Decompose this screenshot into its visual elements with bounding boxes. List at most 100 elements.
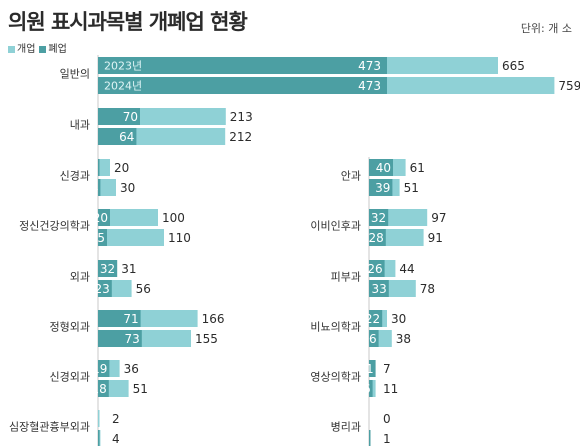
right-category-label-5: 병리과 <box>331 421 361 434</box>
left-total-label-4-1: 56 <box>136 282 151 296</box>
right-bar-close-1-1 <box>369 229 386 246</box>
left-close-label-3-0: 20 <box>93 211 108 225</box>
left-total-label-3-1: 110 <box>168 231 191 245</box>
right-category-label-3: 비뇨의학과 <box>310 321 361 334</box>
left-category-label-3: 정신건강의학과 <box>19 220 90 233</box>
left-total-label-7-1: 4 <box>112 432 120 446</box>
legend-open-label: 개업 <box>17 44 36 55</box>
right-close-label-4-0: 11 <box>358 362 373 376</box>
right-bar-close-4-1 <box>369 380 373 397</box>
left-total-label-6-1: 51 <box>133 382 148 396</box>
left-bar-close-4-1 <box>98 280 112 297</box>
left-close-label-4-1: 23 <box>95 282 110 296</box>
legend-open: 개업 <box>8 40 35 55</box>
right-total-label-4-1: 11 <box>383 382 398 396</box>
right-total-label-2-1: 78 <box>420 282 435 296</box>
left-bar-open-7-0 <box>98 410 100 427</box>
right-total-label-3-0: 30 <box>391 312 406 326</box>
right-total-label-0-0: 61 <box>410 161 425 175</box>
left-bar-close-4-0 <box>98 260 118 277</box>
left-category-label-4: 외과 <box>70 271 90 284</box>
right-close-label-4-1: 6 <box>363 382 371 396</box>
left-close-label-0-0: 473 <box>358 59 381 73</box>
right-close-label-1-1: 28 <box>369 231 384 245</box>
right-close-label-1-0: 32 <box>371 211 386 225</box>
left-bar-open-2-0 <box>98 159 110 176</box>
right-bar-close-0-0 <box>369 159 393 176</box>
right-total-label-0-1: 51 <box>404 181 419 195</box>
left-total-label-1-0: 213 <box>230 110 253 124</box>
right-bar-close-5-1 <box>369 430 371 446</box>
left-close-label-3-1: 15 <box>90 231 105 245</box>
left-bar-close-1-1 <box>98 128 137 145</box>
left-category-label-5: 정형외과 <box>50 321 90 334</box>
right-bar-close-3-0 <box>369 310 383 327</box>
left-year-label-0-0: 2023년 <box>104 60 142 73</box>
right-bar-close-1-0 <box>369 209 389 226</box>
right-close-label-0-0: 40 <box>376 161 391 175</box>
left-total-label-0-0: 665 <box>502 59 525 73</box>
right-category-label-4: 영상의학과 <box>310 371 361 384</box>
left-total-label-6-0: 36 <box>124 362 139 376</box>
left-year-label-0-1: 2024년 <box>104 80 142 93</box>
left-total-label-2-1: 30 <box>120 181 135 195</box>
left-category-label-2: 신경과 <box>60 170 90 183</box>
right-category-label-0: 안과 <box>341 170 361 183</box>
right-bar-close-0-1 <box>369 179 393 196</box>
legend-close-label: 폐업 <box>48 44 67 55</box>
left-category-label-0: 일반의 <box>60 67 90 81</box>
legend-open-swatch <box>8 45 15 53</box>
left-total-label-1-1: 212 <box>229 130 252 144</box>
left-close-label-2-0: 2 <box>90 161 98 175</box>
left-bar-close-3-0 <box>98 209 110 226</box>
right-total-label-5-0: 0 <box>383 412 391 426</box>
left-bar-close-3-1 <box>98 229 107 246</box>
right-close-label-3-1: 16 <box>361 332 376 346</box>
left-bar-open-3-0 <box>98 209 158 226</box>
right-total-label-1-1: 91 <box>428 231 443 245</box>
legend-close: 폐업 <box>39 40 67 55</box>
left-close-label-4-0: 32 <box>100 262 115 276</box>
right-total-label-2-0: 44 <box>399 262 414 276</box>
left-total-label-0-1: 759 <box>558 79 580 93</box>
right-total-label-4-0: 7 <box>383 362 391 376</box>
left-total-label-4-0: 31 <box>121 262 136 276</box>
left-close-label-6-0: 19 <box>92 362 107 376</box>
unit-label: 단위: 개 소 <box>520 22 572 35</box>
left-category-label-1: 내과 <box>70 119 90 132</box>
right-close-label-2-1: 33 <box>372 282 387 296</box>
left-bar-close-2-1 <box>98 179 101 196</box>
left-total-label-5-0: 166 <box>202 312 225 326</box>
right-category-label-1: 이비인후과 <box>310 220 361 233</box>
left-bar-open-2-1 <box>98 179 116 196</box>
right-total-label-5-1: 1 <box>383 432 391 446</box>
right-bar-close-2-1 <box>369 280 389 297</box>
right-bar-close-4-0 <box>369 360 376 377</box>
left-close-label-1-0: 70 <box>123 110 138 124</box>
left-close-label-2-1: 4 <box>91 181 99 195</box>
left-category-label-7: 심장혈관흉부외과 <box>9 420 90 434</box>
right-close-label-2-0: 26 <box>367 262 382 276</box>
right-total-label-1-0: 97 <box>431 211 446 225</box>
right-bar-close-2-0 <box>369 260 385 277</box>
right-close-label-5-0: 0 <box>360 412 368 426</box>
left-bar-close-7-1 <box>98 430 100 446</box>
left-bar-close-5-1 <box>98 330 142 347</box>
left-total-label-7-0: 2 <box>112 412 120 426</box>
left-close-label-7-1: 2 <box>90 432 98 446</box>
left-total-label-2-0: 20 <box>114 161 129 175</box>
left-close-label-6-1: 18 <box>92 382 107 396</box>
left-bar-close-1-0 <box>98 108 140 125</box>
right-close-label-3-0: 22 <box>365 312 380 326</box>
right-close-label-5-1: 1 <box>360 432 368 446</box>
right-category-label-2: 피부과 <box>331 271 361 284</box>
left-bar-close-6-1 <box>98 380 109 397</box>
left-close-label-0-1: 473 <box>358 79 381 93</box>
left-total-label-3-0: 100 <box>162 211 185 225</box>
right-close-label-0-1: 39 <box>375 181 390 195</box>
left-bar-close-2-0 <box>98 159 100 176</box>
left-close-label-1-1: 64 <box>119 130 134 144</box>
chart-title: 의원 표시과목별 개폐업 현황 <box>8 10 248 34</box>
left-close-label-5-0: 71 <box>123 312 138 326</box>
